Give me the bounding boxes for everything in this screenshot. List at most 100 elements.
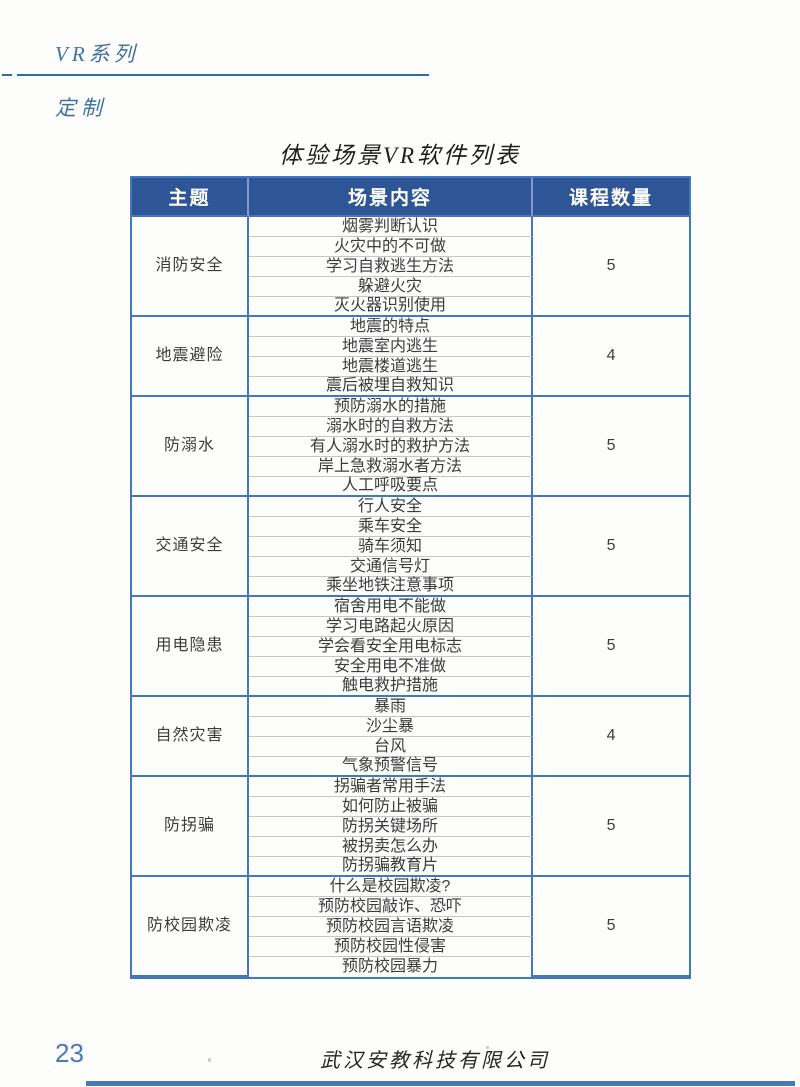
scene-cell: 预防校园性侵害 bbox=[248, 937, 534, 957]
scene-cell: 被拐卖怎么办 bbox=[248, 837, 534, 857]
custom-label: 定制 bbox=[55, 96, 107, 120]
table-row: 防拐关键场所 bbox=[132, 817, 689, 837]
count-cell: 5 bbox=[533, 777, 689, 877]
table-row: 安全用电不准做 bbox=[132, 657, 689, 677]
footer-company-name: 武汉安教科技有限公司 bbox=[320, 1050, 550, 1072]
vr-software-table: 主题 场景内容 课程数量 消防安全 烟雾判断认识 5 火灾中的不可做 学习自救逃生方法躲… bbox=[130, 176, 691, 979]
scene-cell: 行人安全 bbox=[248, 497, 534, 517]
table-header-row: 主题 场景内容 课程数量 bbox=[132, 178, 689, 217]
page-number: 23 bbox=[55, 1038, 84, 1068]
table-row: 预防校园敲诈、恐吓 bbox=[132, 897, 689, 917]
scene-cell: 安全用电不准做 bbox=[248, 657, 534, 677]
table-row: 震后被埋自救知识 bbox=[132, 377, 689, 397]
scene-cell: 如何防止被骗 bbox=[248, 797, 534, 817]
theme-cell: 自然灾害 bbox=[132, 697, 249, 777]
scene-cell: 暴雨 bbox=[248, 697, 534, 717]
column-header-course-count: 课程数量 bbox=[533, 178, 689, 217]
count-cell: 5 bbox=[533, 597, 689, 697]
table-row: 有人溺水时的救护方法 bbox=[132, 437, 689, 457]
count-cell: 5 bbox=[533, 397, 689, 497]
table-row: 火灾中的不可做 bbox=[132, 237, 689, 257]
table-row: 防拐骗 拐骗者常用手法 5 bbox=[132, 777, 689, 877]
table-body: 消防安全 烟雾判断认识 5 火灾中的不可做 学习自救逃生方法 躲避火灾 灭火器识别使用 地震避… bbox=[132, 217, 689, 977]
footer-bar bbox=[86, 1081, 795, 1086]
header-rule-dash bbox=[2, 74, 12, 76]
scene-cell: 乘坐地铁注意事项 bbox=[248, 577, 534, 597]
scene-cell: 学习自救逃生方法 bbox=[248, 257, 534, 277]
table-row: 如何防止被骗 bbox=[132, 797, 689, 817]
count-cell: 5 bbox=[533, 217, 689, 317]
theme-cell: 防拐骗 bbox=[132, 777, 249, 877]
scan-speck bbox=[208, 1058, 211, 1062]
scene-cell: 地震楼道逃生 bbox=[248, 357, 534, 377]
theme-cell: 用电隐患 bbox=[132, 597, 249, 697]
table-row: 人工呼吸要点 bbox=[132, 477, 689, 497]
table-row: 被拐卖怎么办 bbox=[132, 837, 689, 857]
table-row: 沙尘暴 bbox=[132, 717, 689, 737]
table-row: 预防校园言语欺凌 bbox=[132, 917, 689, 937]
table-row: 预防校园暴力 bbox=[132, 957, 689, 977]
scene-cell: 人工呼吸要点 bbox=[248, 477, 534, 497]
table-row: 自然灾害 暴雨 4 bbox=[132, 697, 689, 777]
table-row: 乘坐地铁注意事项 bbox=[132, 577, 689, 597]
header-rule bbox=[0, 74, 800, 76]
scene-cell: 乘车安全 bbox=[248, 517, 534, 537]
table-row: 防校园欺凌 什么是校园欺凌? 5 bbox=[132, 877, 689, 977]
table-row: 台风 bbox=[132, 737, 689, 757]
header-rule-line bbox=[17, 74, 429, 76]
scene-cell: 防拐关键场所 bbox=[248, 817, 534, 837]
scene-cell: 火灾中的不可做 bbox=[248, 237, 534, 257]
scene-cell: 地震的特点 bbox=[248, 317, 534, 337]
count-cell: 5 bbox=[533, 497, 689, 597]
column-header-theme: 主题 bbox=[132, 178, 249, 217]
scene-cell: 学习电路起火原因 bbox=[248, 617, 534, 637]
table-row: 地震避险 地震的特点 4 bbox=[132, 317, 689, 397]
theme-cell: 消防安全 bbox=[132, 217, 249, 317]
scene-cell: 交通信号灯 bbox=[248, 557, 534, 577]
scene-cell: 拐骗者常用手法 bbox=[248, 777, 534, 797]
table-row: 学习自救逃生方法 bbox=[132, 257, 689, 277]
scene-cell: 气象预警信号 bbox=[248, 757, 534, 777]
scene-cell: 震后被埋自救知识 bbox=[248, 377, 534, 397]
table-row: 学习电路起火原因 bbox=[132, 617, 689, 637]
scene-cell: 什么是校园欺凌? bbox=[248, 877, 534, 897]
count-cell: 4 bbox=[533, 697, 689, 777]
table-row: 地震楼道逃生 bbox=[132, 357, 689, 377]
table-row: 骑车须知 bbox=[132, 537, 689, 557]
scene-cell: 学会看安全用电标志 bbox=[248, 637, 534, 657]
series-label: VR系列 bbox=[55, 42, 139, 66]
scene-cell: 有人溺水时的救护方法 bbox=[248, 437, 534, 457]
scene-cell: 预防校园敲诈、恐吓 bbox=[248, 897, 534, 917]
table-row: 岸上急救溺水者方法 bbox=[132, 457, 689, 477]
scene-cell: 台风 bbox=[248, 737, 534, 757]
table-row: 用电隐患 宿舍用电不能做 5 bbox=[132, 597, 689, 697]
scene-cell: 触电救护措施 bbox=[248, 677, 534, 697]
theme-cell: 交通安全 bbox=[132, 497, 249, 597]
theme-cell: 防溺水 bbox=[132, 397, 249, 497]
scene-cell: 地震室内逃生 bbox=[248, 337, 534, 357]
table-row: 防溺水 预防溺水的措施 5 bbox=[132, 397, 689, 497]
table-row: 触电救护措施 bbox=[132, 677, 689, 697]
table-row: 消防安全 烟雾判断认识 5 bbox=[132, 217, 689, 317]
scene-cell: 溺水时的自救方法 bbox=[248, 417, 534, 437]
scene-cell: 防拐骗教育片 bbox=[248, 857, 534, 877]
scene-cell: 预防校园暴力 bbox=[249, 957, 534, 977]
scene-cell: 预防校园言语欺凌 bbox=[248, 917, 534, 937]
scene-cell: 骑车须知 bbox=[248, 537, 534, 557]
table-row: 交通信号灯 bbox=[132, 557, 689, 577]
theme-cell: 防校园欺凌 bbox=[132, 877, 249, 977]
scene-cell: 宿舍用电不能做 bbox=[248, 597, 534, 617]
scene-cell: 岸上急救溺水者方法 bbox=[248, 457, 534, 477]
scene-cell: 预防溺水的措施 bbox=[248, 397, 534, 417]
count-cell: 4 bbox=[533, 317, 689, 397]
scan-speck bbox=[486, 1046, 489, 1049]
scene-cell: 灭火器识别使用 bbox=[248, 297, 534, 317]
table-row: 地震室内逃生 bbox=[132, 337, 689, 357]
scene-cell: 沙尘暴 bbox=[248, 717, 534, 737]
scene-cell: 躲避火灾 bbox=[248, 277, 534, 297]
count-cell: 5 bbox=[533, 877, 689, 977]
column-header-scene-content: 场景内容 bbox=[248, 178, 534, 217]
table-row: 学会看安全用电标志 bbox=[132, 637, 689, 657]
table-row: 躲避火灾 bbox=[132, 277, 689, 297]
